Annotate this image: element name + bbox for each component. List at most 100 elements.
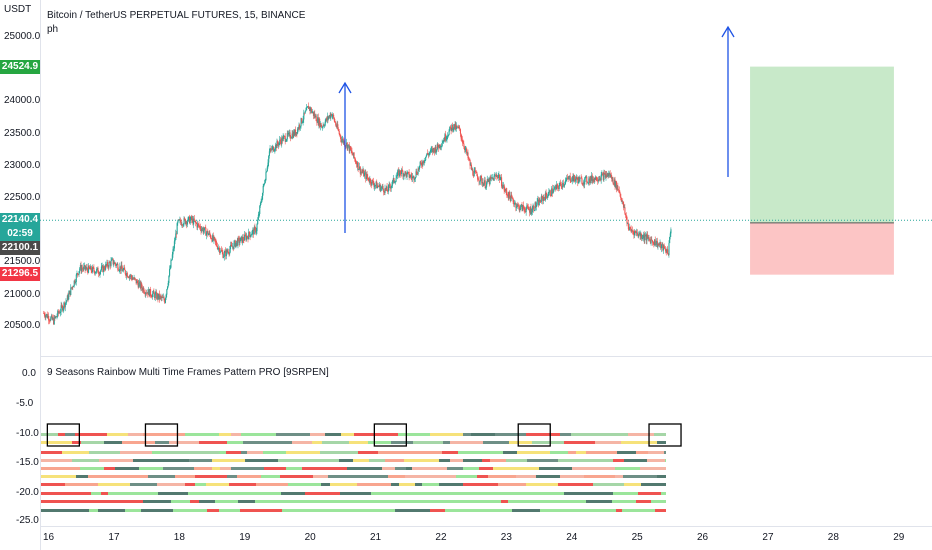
candle-body <box>586 182 589 184</box>
candle-body <box>197 223 199 225</box>
candle-body <box>498 174 500 176</box>
candle-body <box>575 178 577 182</box>
candle-body <box>499 174 501 181</box>
candle-body <box>75 281 77 283</box>
indicator-bar-segment <box>195 483 206 486</box>
candle-body <box>364 172 366 174</box>
candle-body <box>223 252 225 257</box>
time-tick-label: 20 <box>304 532 316 543</box>
candle-body <box>664 248 666 250</box>
indicator-bar-segment <box>104 467 115 470</box>
candle-body <box>414 178 416 181</box>
candle-body <box>140 283 142 288</box>
candle-body <box>546 196 549 198</box>
candle-body <box>127 276 129 278</box>
candle-body <box>562 182 564 186</box>
candle-body <box>669 236 671 244</box>
candle-body <box>416 174 418 175</box>
candle-body <box>170 260 172 268</box>
candle-body <box>137 280 139 284</box>
indicator-bar-segment <box>231 433 241 436</box>
candle-body <box>167 283 169 287</box>
candle-body <box>460 133 462 139</box>
candle-body <box>416 171 418 175</box>
candle-body <box>184 218 186 220</box>
indicator-bar-segment <box>540 509 559 512</box>
time-tick-label: 16 <box>43 532 55 543</box>
candle-body <box>401 169 403 175</box>
indicator-bar-segment <box>357 483 391 486</box>
candle-body <box>576 176 578 180</box>
candle-body <box>281 137 284 142</box>
candle-body <box>542 196 544 201</box>
candle-body <box>233 242 235 249</box>
candle-body <box>584 176 586 179</box>
candle-body <box>102 266 105 272</box>
candle-body <box>230 244 232 246</box>
candle-body <box>421 163 423 166</box>
candle-body <box>119 266 121 271</box>
candle-body <box>354 157 356 160</box>
projection-arrow-head <box>721 25 735 38</box>
indicator-bar-segment <box>73 500 83 503</box>
pane-divider[interactable] <box>40 356 932 357</box>
candle-body <box>633 231 635 236</box>
indicator-bar-segment <box>463 459 482 462</box>
indicator-bar-segment <box>439 483 463 486</box>
candle-body <box>453 124 455 129</box>
indicator-bar-segment <box>264 467 286 470</box>
candle-body <box>568 176 570 180</box>
candle-body <box>149 289 151 297</box>
candle-body <box>628 229 630 230</box>
candle-body <box>246 236 248 237</box>
indicator-bar-segment <box>229 483 256 486</box>
candle-body <box>229 249 231 254</box>
candle-body <box>232 246 234 248</box>
indicator-bar-segment <box>509 467 539 470</box>
candle-body <box>426 153 428 156</box>
candle-body <box>147 289 150 295</box>
candle-body <box>130 275 132 278</box>
indicator-bar-segment <box>382 467 395 470</box>
candle-body <box>425 156 427 161</box>
candle-body <box>82 268 84 270</box>
candle-body <box>220 249 222 252</box>
candle-body <box>247 236 249 240</box>
indicator-bar-segment <box>72 459 99 462</box>
candle-body <box>394 182 396 183</box>
candle-body <box>439 144 441 148</box>
candle-body <box>143 292 146 294</box>
candle-body <box>75 274 77 282</box>
candle-body <box>546 195 548 198</box>
indicator-bar-segment <box>404 459 439 462</box>
indicator-bar-segment <box>155 441 169 444</box>
candle-body <box>557 187 560 189</box>
indicator-bar-segment <box>407 441 413 444</box>
candle-body <box>651 240 654 243</box>
indicator-bar-segment <box>477 475 488 478</box>
candle-body <box>457 126 459 129</box>
candle-body <box>264 182 266 184</box>
indicator-bar-segment <box>391 441 407 444</box>
candle-body <box>277 141 279 145</box>
candle-body <box>477 179 479 181</box>
candle-body <box>164 300 166 303</box>
pattern-highlight-box <box>517 423 551 447</box>
candle-body <box>535 204 538 207</box>
candle-body <box>199 226 201 228</box>
candle-body <box>482 181 484 186</box>
candle-body <box>181 224 183 226</box>
indicator-bar-segment <box>447 467 463 470</box>
entry-price-tag: 22100.1 <box>0 241 40 255</box>
candle-body <box>250 235 252 237</box>
candle-body <box>403 173 405 176</box>
candle-body <box>608 174 610 177</box>
candle-body <box>301 118 303 123</box>
indicator-bar-segment <box>339 459 353 462</box>
indicator-bar-segment <box>128 492 141 495</box>
candle-body <box>468 157 470 159</box>
candle-body <box>157 294 159 299</box>
candle-body <box>663 245 665 249</box>
candle-body <box>272 146 274 148</box>
